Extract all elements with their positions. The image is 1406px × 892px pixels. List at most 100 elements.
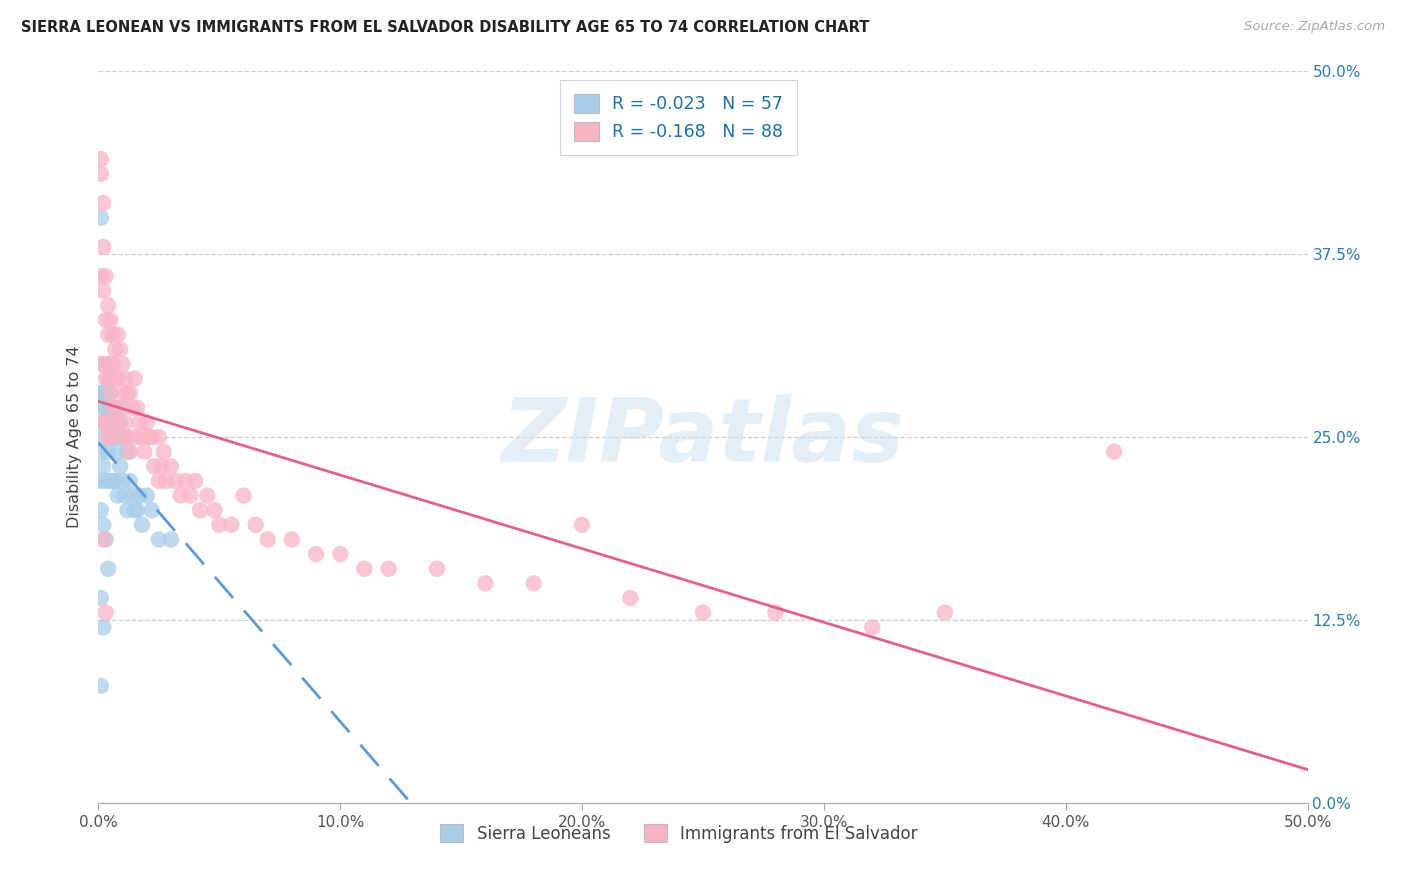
Point (97, 430, 120, 444)
Point (91, 533, 114, 547)
Point (155, 474, 177, 488)
Point (97, 327, 120, 342)
Point (141, 430, 163, 444)
Point (281, 533, 304, 547)
Point (91, 416, 114, 430)
Point (101, 357, 124, 371)
Point (90, 474, 112, 488)
Point (91, 357, 114, 371)
Point (124, 430, 146, 444)
Point (188, 503, 211, 517)
Point (148, 474, 170, 488)
Point (94, 416, 117, 430)
Point (100, 357, 122, 371)
Point (127, 503, 149, 517)
Point (100, 313, 122, 327)
Point (692, 606, 714, 620)
Point (195, 489, 218, 503)
Point (90, 269, 112, 284)
Point (474, 576, 496, 591)
Point (91, 517, 114, 532)
Point (138, 430, 160, 444)
Point (124, 503, 146, 517)
Point (114, 430, 136, 444)
Point (94, 606, 117, 620)
Point (94, 401, 117, 415)
Point (91, 620, 114, 634)
Point (97, 371, 120, 385)
Point (152, 444, 174, 458)
Point (135, 416, 157, 430)
Point (141, 503, 163, 517)
Point (108, 459, 131, 474)
Point (100, 416, 122, 430)
Point (160, 533, 183, 547)
Point (245, 517, 267, 532)
Point (94, 386, 117, 401)
Text: ZIPatlas: ZIPatlas (502, 393, 904, 481)
Point (111, 430, 134, 444)
Point (107, 444, 129, 458)
Point (101, 401, 124, 415)
Point (104, 401, 127, 415)
Point (107, 489, 129, 503)
Point (104, 474, 127, 488)
Point (256, 533, 278, 547)
Point (184, 474, 207, 488)
Point (100, 386, 122, 401)
Y-axis label: Disability Age 65 to 74: Disability Age 65 to 74 (67, 346, 83, 528)
Point (135, 489, 157, 503)
Point (426, 562, 449, 576)
Point (108, 416, 131, 430)
Point (571, 517, 593, 532)
Point (174, 474, 197, 488)
Point (114, 371, 136, 385)
Point (117, 503, 139, 517)
Point (118, 474, 141, 488)
Point (134, 444, 156, 458)
Text: Source: ZipAtlas.com: Source: ZipAtlas.com (1244, 20, 1385, 33)
Point (97, 298, 120, 312)
Point (169, 489, 191, 503)
Point (94, 533, 117, 547)
Point (91, 240, 114, 254)
Point (90, 167, 112, 181)
Point (111, 357, 134, 371)
Point (107, 371, 129, 385)
Point (91, 416, 114, 430)
Point (97, 444, 120, 458)
Point (1102, 444, 1125, 458)
Point (91, 284, 114, 298)
Point (108, 343, 131, 357)
Point (97, 371, 120, 385)
Point (94, 474, 117, 488)
Point (91, 459, 114, 474)
Point (619, 591, 641, 605)
Point (97, 562, 120, 576)
Point (90, 591, 112, 605)
Point (111, 401, 134, 415)
Point (100, 430, 122, 444)
Point (111, 474, 134, 488)
Point (90, 503, 112, 517)
Point (148, 430, 170, 444)
Point (523, 576, 546, 591)
Text: SIERRA LEONEAN VS IMMIGRANTS FROM EL SALVADOR DISABILITY AGE 65 TO 74 CORRELATIO: SIERRA LEONEAN VS IMMIGRANTS FROM EL SAL… (21, 20, 869, 35)
Point (128, 489, 150, 503)
Point (97, 416, 120, 430)
Point (94, 313, 117, 327)
Point (100, 430, 122, 444)
Point (131, 517, 153, 532)
Point (124, 371, 146, 385)
Point (100, 386, 122, 401)
Point (148, 533, 170, 547)
Point (90, 211, 112, 225)
Point (104, 416, 127, 430)
Point (101, 401, 124, 415)
Point (91, 196, 114, 211)
Point (117, 444, 139, 458)
Point (208, 517, 231, 532)
Point (165, 474, 187, 488)
Point (91, 386, 114, 401)
Point (121, 489, 143, 503)
